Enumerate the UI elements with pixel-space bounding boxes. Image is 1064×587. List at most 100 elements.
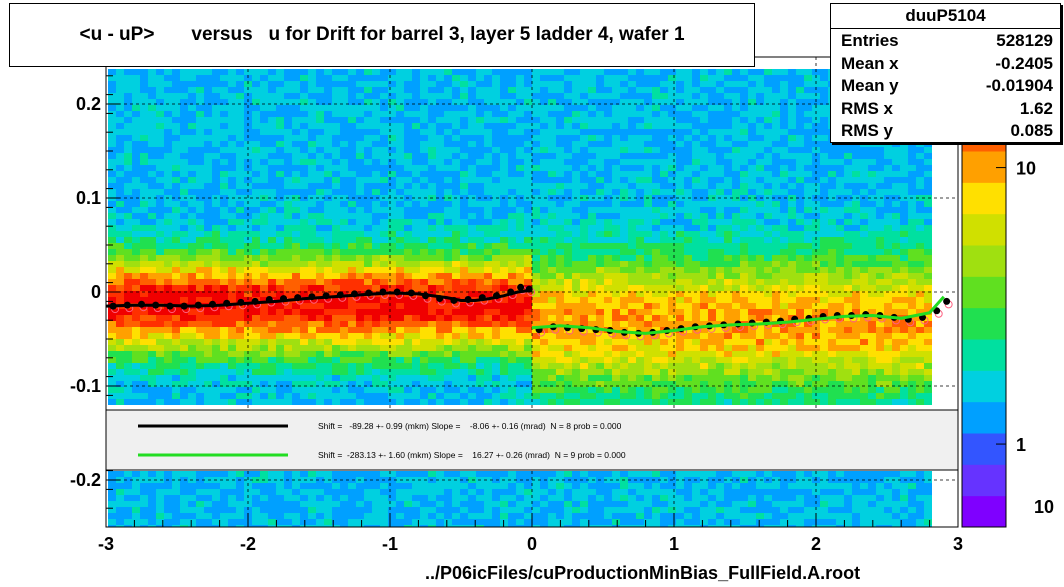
heat-cell — [276, 315, 284, 321]
heat-cell — [620, 261, 628, 267]
heat-cell — [140, 525, 148, 527]
heat-cell — [636, 363, 644, 369]
heat-cell — [500, 513, 508, 519]
heat-cell — [204, 369, 212, 375]
heat-cell — [388, 261, 396, 267]
heat-cell — [580, 291, 588, 297]
heat-cell — [420, 255, 428, 261]
heat-cell — [116, 99, 124, 105]
heat-cell — [324, 123, 332, 129]
heat-cell — [308, 201, 316, 207]
heat-cell — [428, 351, 436, 357]
heat-cell — [412, 165, 420, 171]
heat-cell — [660, 315, 668, 321]
heat-cell — [244, 201, 252, 207]
heat-cell — [532, 99, 540, 105]
heat-cell — [188, 93, 196, 99]
heat-cell — [292, 519, 300, 525]
heat-cell — [156, 111, 164, 117]
heat-cell — [636, 165, 644, 171]
heat-cell — [132, 369, 140, 375]
heat-cell — [108, 135, 116, 141]
heat-cell — [604, 507, 612, 513]
heat-cell — [604, 111, 612, 117]
heat-cell — [660, 489, 668, 495]
heat-cell — [364, 93, 372, 99]
heat-cell — [644, 147, 652, 153]
heat-cell — [484, 237, 492, 243]
heat-cell — [388, 183, 396, 189]
heat-cell — [308, 81, 316, 87]
heat-cell — [644, 273, 652, 279]
heat-cell — [540, 141, 548, 147]
heat-cell — [132, 351, 140, 357]
heat-cell — [164, 129, 172, 135]
heat-cell — [548, 135, 556, 141]
heat-cell — [324, 525, 332, 527]
heat-cell — [444, 225, 452, 231]
heat-cell — [524, 369, 532, 375]
heat-cell — [332, 135, 340, 141]
heat-cell — [108, 321, 116, 327]
heat-cell — [508, 321, 516, 327]
heat-cell — [180, 153, 188, 159]
heat-cell — [596, 135, 604, 141]
heat-cell — [644, 315, 652, 321]
heat-cell — [340, 339, 348, 345]
heat-cell — [412, 327, 420, 333]
heat-cell — [476, 333, 484, 339]
heat-cell — [380, 93, 388, 99]
heat-cell — [404, 369, 412, 375]
heat-cell — [404, 189, 412, 195]
heat-cell — [524, 93, 532, 99]
heat-cell — [148, 351, 156, 357]
heat-cell — [300, 255, 308, 261]
heat-cell — [268, 321, 276, 327]
heat-cell — [500, 333, 508, 339]
heat-cell — [532, 525, 540, 527]
heat-cell — [548, 123, 556, 129]
heat-cell — [276, 105, 284, 111]
heat-cell — [692, 519, 700, 525]
heat-cell — [268, 75, 276, 81]
heat-cell — [596, 231, 604, 237]
heat-cell — [316, 177, 324, 183]
heat-cell — [372, 189, 380, 195]
heat-cell — [700, 279, 708, 285]
heat-cell — [300, 261, 308, 267]
heat-cell — [580, 141, 588, 147]
heat-cell — [468, 153, 476, 159]
heat-cell — [292, 291, 300, 297]
heat-cell — [652, 147, 660, 153]
heat-cell — [268, 483, 276, 489]
heat-cell — [140, 297, 148, 303]
heat-cell — [556, 165, 564, 171]
heat-cell — [356, 231, 364, 237]
heat-cell — [492, 87, 500, 93]
heat-cell — [180, 351, 188, 357]
heat-cell — [236, 513, 244, 519]
heat-cell — [612, 129, 620, 135]
heat-cell — [684, 333, 692, 339]
heat-cell — [172, 219, 180, 225]
heat-cell — [172, 153, 180, 159]
heat-cell — [252, 501, 260, 507]
heat-cell — [548, 69, 556, 75]
heat-cell — [340, 303, 348, 309]
heat-cell — [260, 111, 268, 117]
heat-cell — [476, 189, 484, 195]
heat-cell — [164, 267, 172, 273]
heat-cell — [300, 111, 308, 117]
heat-cell — [468, 489, 476, 495]
heat-cell — [612, 177, 620, 183]
heat-cell — [492, 111, 500, 117]
heat-cell — [676, 471, 684, 477]
heat-cell — [108, 333, 116, 339]
heat-cell — [300, 165, 308, 171]
heat-cell — [132, 291, 140, 297]
heat-cell — [684, 249, 692, 255]
heat-cell — [572, 93, 580, 99]
heat-cell — [444, 267, 452, 273]
heat-cell — [124, 489, 132, 495]
heat-cell — [708, 69, 716, 75]
